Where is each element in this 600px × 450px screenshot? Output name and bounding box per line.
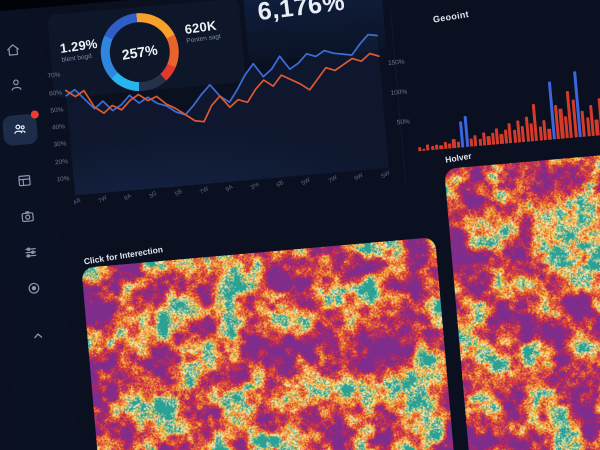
home-icon	[4, 41, 22, 61]
line-chart	[62, 30, 389, 196]
grid-icon	[16, 171, 34, 191]
sliders-icon	[22, 243, 40, 263]
sidebar-item-table[interactable]	[9, 167, 41, 196]
sidebar-item-profile[interactable]	[0, 72, 32, 101]
right-map-label: Holver	[444, 150, 473, 165]
users-icon	[11, 120, 29, 140]
sidebar-item-home[interactable]	[0, 37, 29, 66]
heatmap-left-canvas	[81, 237, 457, 450]
bar-chart-title: Geooint	[432, 9, 470, 25]
heatmap-right-canvas	[444, 152, 600, 450]
sidebar-item-target[interactable]	[18, 275, 50, 304]
user-icon	[7, 76, 25, 96]
bar-chart	[410, 45, 600, 152]
kpi-2: 620K Ponten sagt	[184, 17, 222, 45]
sidebar	[0, 7, 86, 450]
heatmap-right[interactable]	[444, 152, 600, 450]
target-icon	[25, 279, 43, 299]
bar-chart-y-axis: 150% 100% 50%	[387, 58, 411, 127]
heatmap-left[interactable]	[81, 237, 457, 450]
sidebar-item-users[interactable]	[1, 110, 40, 147]
sidebar-collapse[interactable]	[22, 323, 54, 352]
chevron-up-icon	[29, 327, 47, 347]
sidebar-item-settings-sliders[interactable]	[15, 239, 47, 268]
line-plot	[63, 30, 389, 196]
camera-icon	[19, 207, 37, 227]
sidebar-item-camera[interactable]	[12, 203, 44, 232]
